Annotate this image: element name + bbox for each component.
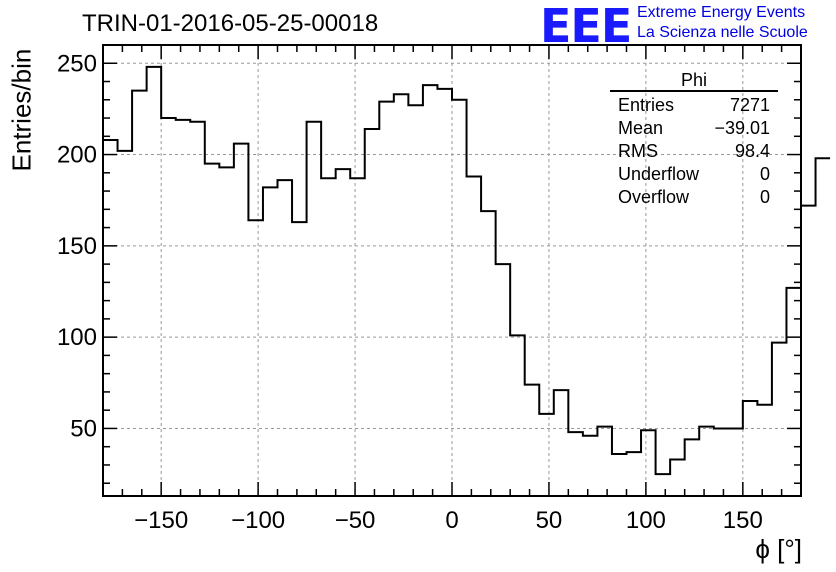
histogram-bin [481,211,496,496]
x-tick-label: 100 [626,507,666,534]
histogram-bin [597,427,612,496]
histogram-bin [234,144,249,496]
stats-label: Overflow [618,187,690,207]
stats-box: Phi Entries 7271 Mean −39.01 RMS 98.4 Un… [610,70,778,209]
histogram-bin [612,454,627,496]
x-tick-label: −50 [335,507,376,534]
histogram-bin [147,67,162,496]
stats-label: Entries [618,95,675,115]
x-tick-label: 50 [536,507,563,534]
histogram-bin [321,178,336,496]
histogram-bin [743,401,758,496]
histogram-bin [699,427,714,496]
histogram-bin [103,140,118,496]
histogram-bin [656,474,671,496]
stats-row-mean: Mean −39.01 [610,117,778,140]
histogram-bin [757,405,772,496]
stats-label: Mean [618,118,664,138]
x-tick-label: −100 [231,507,285,534]
histogram-bin [816,158,831,496]
x-tick-label: 0 [445,507,458,534]
histogram-series [103,65,831,476]
histogram-bin [728,428,743,496]
histogram-bin [496,264,511,496]
histogram-bin [772,343,787,496]
histogram-bin [379,102,394,496]
eee-logo-line1: Extreme Energy Events [637,4,806,21]
histogram-bin [670,459,685,496]
stats-label: Underflow [618,164,700,184]
y-tick-label: 50 [70,415,97,442]
stats-row-overflow: Overflow 0 [610,186,778,209]
histogram-bin [248,220,263,496]
histogram-bin [336,169,351,496]
stats-value: 98.4 [734,141,770,161]
stats-row-underflow: Underflow 0 [610,163,778,186]
stats-value: −39.01 [714,118,770,138]
histogram-bin [641,430,656,496]
stats-value: 7271 [729,95,770,115]
histogram-bin [118,151,133,496]
eee-logo-line2: La Scienza nelle Scuole [637,24,808,41]
histogram-bin [394,94,409,496]
histogram-bin [307,122,322,496]
histogram-bin [437,89,452,496]
histogram-bin [263,187,278,496]
histogram-bin [365,129,380,496]
y-axis-label: Entries/bin [6,48,37,172]
histogram-bin [467,176,482,496]
histogram-bin [219,167,234,496]
chart-title: TRIN-01-2016-05-25-00018 [82,10,379,37]
stats-value: 0 [759,187,770,207]
histogram-bin [583,436,598,496]
eee-logo: EEE [540,0,632,53]
histogram-bin [190,122,205,496]
histogram-bin [132,91,147,496]
histogram-bin [350,178,365,496]
histogram-bin [423,85,438,496]
histogram-bin [627,452,642,496]
histogram-bin [292,222,307,496]
histogram-bin [554,390,569,496]
histogram-bin [568,432,583,496]
histogram-bin [452,100,467,496]
x-tick-label: 150 [723,507,763,534]
histogram-bin [176,120,191,496]
y-tick-label: 200 [57,142,97,169]
y-tick-label: 250 [57,50,97,77]
stats-label: RMS [618,141,658,161]
histogram-bin [161,118,176,496]
histogram-bin [539,414,554,496]
histogram-bin [801,206,816,496]
y-tick-label: 100 [57,324,97,351]
histogram-bin [714,428,729,496]
y-tick-label: 150 [57,233,97,260]
histogram-bin [278,180,293,496]
histogram-bin [408,105,423,496]
histogram-bin [205,164,220,496]
stats-value: 0 [759,164,770,184]
histogram-bin [685,439,700,496]
histogram-bin [525,385,540,496]
histogram-bin [510,335,525,496]
stats-header: Phi [610,70,778,92]
x-tick-label: −150 [134,507,188,534]
stats-row-entries: Entries 7271 [610,94,778,117]
x-axis-label: ϕ [°] [755,534,802,564]
stats-row-rms: RMS 98.4 [610,140,778,163]
